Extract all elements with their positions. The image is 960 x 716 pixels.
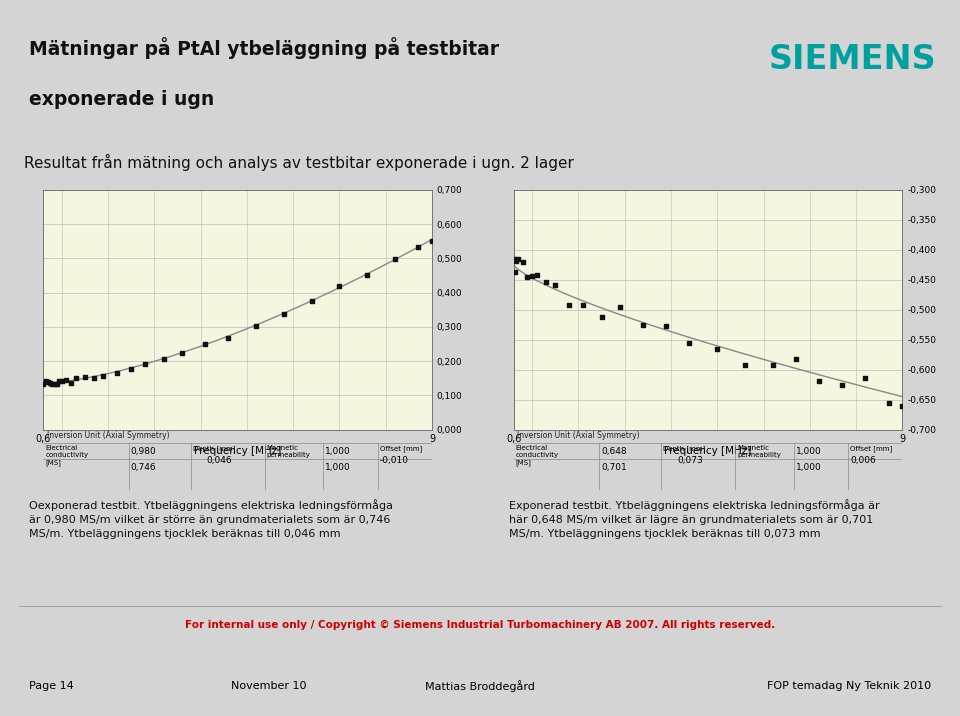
Point <box>86 372 102 384</box>
Text: conductivity: conductivity <box>45 452 88 458</box>
Point <box>575 299 590 311</box>
Text: 1,000: 1,000 <box>796 463 821 472</box>
Point <box>54 376 69 387</box>
Text: 0,980: 0,980 <box>131 447 156 455</box>
Point <box>276 308 292 319</box>
Point <box>332 281 348 292</box>
Point <box>834 379 850 391</box>
Point <box>37 376 53 387</box>
Point <box>682 337 697 349</box>
Point <box>507 266 522 278</box>
Point <box>539 276 554 288</box>
Point <box>36 378 51 390</box>
Text: 0,006: 0,006 <box>850 455 876 465</box>
Text: Inversion Unit (Axial Symmetry): Inversion Unit (Axial Symmetry) <box>47 432 170 440</box>
Text: 1,000: 1,000 <box>796 447 821 455</box>
Text: 0,701: 0,701 <box>601 463 627 472</box>
Point <box>77 371 92 382</box>
Point <box>524 270 540 281</box>
Point <box>40 377 56 388</box>
Point <box>45 379 60 390</box>
Point <box>895 400 910 412</box>
Point <box>137 358 153 369</box>
Point <box>156 353 171 364</box>
Point <box>304 295 320 306</box>
Point <box>124 363 139 374</box>
Point <box>659 321 674 332</box>
Point <box>96 370 111 382</box>
Point <box>765 359 780 371</box>
Point <box>387 253 402 265</box>
Point <box>594 311 610 323</box>
Point <box>424 236 440 247</box>
Point <box>737 359 753 370</box>
Text: Electrical: Electrical <box>516 445 548 451</box>
Point <box>516 257 531 268</box>
Point <box>529 269 544 281</box>
Text: Exponerad testbit. Ytbeläggningens elektriska ledningsförmåga är
här 0,648 MS/m : Exponerad testbit. Ytbeläggningens elekt… <box>509 499 879 539</box>
Point <box>175 348 190 359</box>
Point <box>47 378 62 390</box>
Text: 0,046: 0,046 <box>206 455 232 465</box>
Text: Oexponerad testbit. Ytbeläggningens elektriska ledningsförmåga
är 0,980 MS/m vil: Oexponerad testbit. Ytbeläggningens elek… <box>29 499 393 539</box>
Point <box>42 377 58 388</box>
Point <box>788 353 804 364</box>
Point <box>198 339 213 350</box>
Text: Magnetic: Magnetic <box>267 445 299 451</box>
Text: Offset [mm]: Offset [mm] <box>850 445 892 452</box>
Point <box>506 253 521 264</box>
Text: FOP temadag Ny Teknik 2010: FOP temadag Ny Teknik 2010 <box>767 681 931 690</box>
Text: -0,010: -0,010 <box>379 455 409 465</box>
Point <box>411 241 426 253</box>
Text: 0,746: 0,746 <box>131 463 156 472</box>
Text: Resultat från mätning och analys av testbitar exponerade i ugn. 2 lager: Resultat från mätning och analys av test… <box>24 153 574 170</box>
Text: Mattias Broddegård: Mattias Broddegård <box>425 679 535 692</box>
Point <box>547 279 563 290</box>
Point <box>881 397 897 409</box>
Point <box>68 372 84 384</box>
Text: Page 14: Page 14 <box>29 681 74 690</box>
Point <box>249 320 264 332</box>
Text: SIEMENS: SIEMENS <box>768 43 936 76</box>
Text: [MS]: [MS] <box>516 460 532 466</box>
Point <box>519 271 535 282</box>
Point <box>359 269 374 281</box>
Point <box>857 372 873 384</box>
Point <box>612 301 628 313</box>
Point <box>59 374 74 386</box>
Point <box>52 375 67 387</box>
Point <box>508 255 523 266</box>
Point <box>109 367 125 379</box>
Point <box>63 377 79 388</box>
Text: 1,000: 1,000 <box>325 447 350 455</box>
Text: conductivity: conductivity <box>516 452 559 458</box>
Text: Mätningar på PtAl ytbeläggning på testbitar: Mätningar på PtAl ytbeläggning på testbi… <box>29 37 499 59</box>
Text: 0,648: 0,648 <box>601 447 627 455</box>
Text: Magnetic: Magnetic <box>737 445 769 451</box>
Text: exponerade i ugn: exponerade i ugn <box>29 90 214 109</box>
X-axis label: Frequency [MHz]: Frequency [MHz] <box>664 446 752 456</box>
Point <box>511 253 526 265</box>
Text: permeability: permeability <box>267 452 311 458</box>
Text: November 10: November 10 <box>231 681 306 690</box>
Point <box>221 332 236 343</box>
X-axis label: Frequency [MHz]: Frequency [MHz] <box>194 446 281 456</box>
Point <box>709 344 725 355</box>
Point <box>811 375 827 387</box>
Point <box>636 319 651 331</box>
Point <box>562 300 577 311</box>
Text: 0,073: 0,073 <box>677 455 703 465</box>
Text: For internal use only / Copyright © Siemens Industrial Turbomachinery AB 2007. A: For internal use only / Copyright © Siem… <box>185 619 775 630</box>
Text: Electrical: Electrical <box>45 445 78 451</box>
Text: Offset [mm]: Offset [mm] <box>379 445 421 452</box>
Point <box>49 379 64 390</box>
Text: Inversion Unit (Axial Symmetry): Inversion Unit (Axial Symmetry) <box>517 432 640 440</box>
Text: Depth [mm]: Depth [mm] <box>193 445 235 452</box>
Text: [MS]: [MS] <box>45 460 61 466</box>
Text: permeability: permeability <box>737 452 781 458</box>
Text: Depth [mm]: Depth [mm] <box>663 445 706 452</box>
Text: 1,000: 1,000 <box>325 463 350 472</box>
